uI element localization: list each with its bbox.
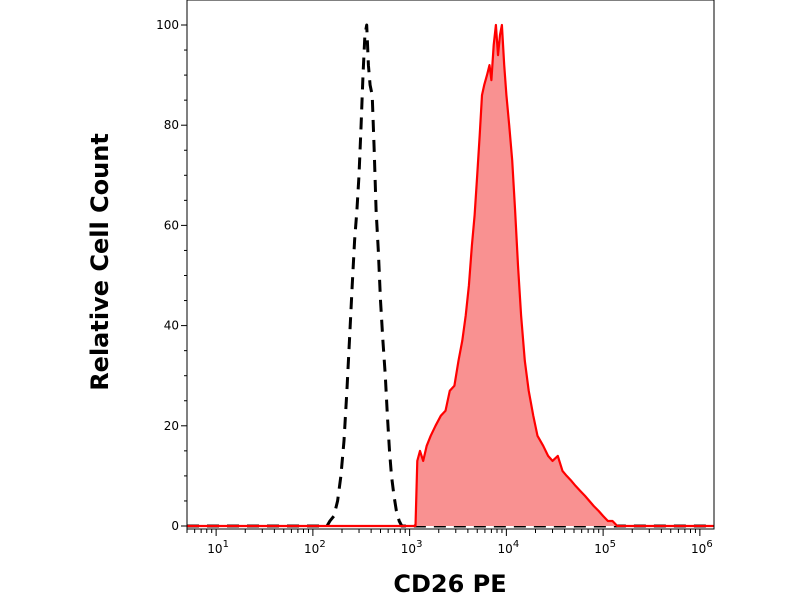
- x-tick-label: 103: [401, 539, 423, 556]
- x-tick-label: 104: [498, 539, 520, 556]
- series-layer: [187, 23, 714, 528]
- y-axis-ticks: 0 20 40 60 80 100: [156, 18, 187, 533]
- series-2-line: [187, 23, 714, 528]
- y-axis-title: Relative Cell Count: [86, 133, 114, 391]
- x-axis-ticks: 101 102 103 104 105 106: [186, 529, 713, 556]
- y-tick-label: 60: [164, 218, 179, 232]
- x-tick-label: 106: [691, 539, 713, 556]
- series-2-area: [187, 25, 714, 526]
- y-tick-label: 100: [156, 18, 179, 32]
- y-tick-label: 0: [171, 519, 179, 533]
- x-tick-label: 101: [207, 539, 229, 556]
- x-axis-title: CD26 PE: [393, 570, 506, 598]
- y-tick-label: 20: [164, 419, 179, 433]
- x-tick-label: 102: [304, 539, 326, 556]
- y-tick-label: 40: [164, 319, 179, 333]
- plot-frame: [186, 0, 715, 530]
- x-tick-label: 105: [594, 539, 616, 556]
- series-1-line: [187, 23, 714, 528]
- y-tick-label: 80: [164, 118, 179, 132]
